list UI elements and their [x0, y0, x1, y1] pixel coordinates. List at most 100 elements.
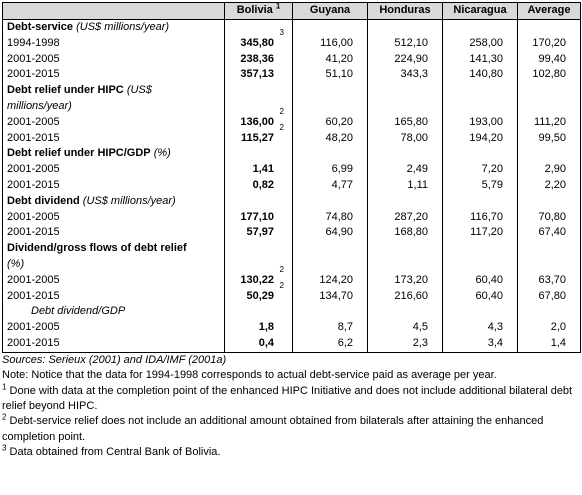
value: 70,80: [538, 210, 566, 223]
value: 50,29: [246, 289, 274, 302]
value-cell: 5,79: [442, 177, 518, 194]
value-cell: 99,40: [517, 51, 581, 68]
data-row: 2001-2015 57,97 64,90 168,80 117,20 67,40: [2, 225, 581, 242]
empty-cell: [442, 83, 518, 115]
value: 4,3: [487, 321, 503, 334]
period: 2001-2005: [2, 209, 225, 226]
data-row: 2001-2005 130,22 2 124,20 173,20 60,40 63,70: [2, 265, 581, 289]
note: Note: Notice that the data for 1994-1998…: [2, 369, 497, 382]
column-header: Nicaragua: [442, 2, 518, 20]
value: 0,82: [252, 178, 274, 191]
value-cell: 74,80: [292, 209, 368, 226]
period: 1994-1998: [2, 35, 225, 52]
section-label: Dividend/gross flows of debt relief (%): [2, 241, 225, 273]
period: 2001-2005: [2, 162, 225, 178]
section-row: Debt relief under HIPC/GDP (%): [2, 146, 581, 163]
value: 136,00: [240, 115, 274, 128]
section-unit: (%): [153, 147, 171, 160]
value-cell: 343,3: [367, 67, 443, 84]
value-cell: 111,20: [517, 114, 581, 131]
section-row: Debt dividend (US$ millions/year): [2, 193, 581, 210]
value-cell: 67,80: [517, 288, 581, 305]
section-label: Debt dividend (US$ millions/year): [2, 193, 225, 210]
period: 2001-2015: [2, 67, 225, 84]
empty-cell: [292, 193, 368, 210]
value: 1,41: [252, 163, 274, 176]
value: 238,36: [240, 52, 274, 65]
data-row: 2001-2015 0,4 6,2 2,3 3,4 1,4: [2, 335, 581, 353]
section-label-box: Debt relief under HIPC (US$ millions/yea…: [7, 83, 187, 115]
footnote-text: Debt-service relief does not include an …: [2, 415, 544, 443]
value-cell: 258,00: [442, 35, 518, 52]
value-cell: 170,20: [517, 35, 581, 52]
value: 78,00: [400, 131, 428, 144]
value: 6,2: [337, 336, 353, 349]
footnote-mark: 1: [275, 1, 281, 11]
column-header-text: Bolivia: [236, 4, 273, 16]
value-cell: 0,82: [224, 177, 293, 194]
section-label: Debt dividend/GDP: [2, 304, 225, 321]
value-cell: 2,0: [517, 320, 581, 336]
column-header: Honduras: [367, 2, 443, 20]
section-name: Debt relief under HIPC: [7, 84, 124, 97]
value-cell: 70,80: [517, 209, 581, 226]
column-header-text: Honduras: [379, 4, 431, 16]
empty-cell: [517, 83, 581, 115]
empty-cell: [442, 304, 518, 321]
empty-cell: [517, 19, 581, 36]
value: 8,7: [337, 321, 353, 334]
section-label: Debt relief under HIPC (US$ millions/yea…: [2, 83, 225, 115]
value: 2,3: [412, 336, 428, 349]
column-header: Bolivia 1: [224, 1, 293, 20]
value: 6,99: [331, 163, 353, 176]
value: 51,10: [325, 68, 353, 81]
value: 224,90: [394, 52, 428, 65]
value-cell: 60,40: [442, 272, 518, 289]
value: 67,80: [538, 289, 566, 302]
value-cell: 238,36: [224, 51, 293, 68]
empty-cell: [224, 241, 293, 273]
empty-cell: [292, 146, 368, 163]
value: 116,70: [470, 210, 503, 223]
empty-cell: [442, 19, 518, 36]
section-label-box: Debt-service (US$ millions/year): [7, 20, 187, 36]
empty-cell: [442, 241, 518, 273]
empty-cell: [224, 193, 293, 210]
page: Bolivia 1 Guyana Honduras Nicaragua Average …: [2, 1, 581, 461]
value: 3,4: [487, 336, 503, 349]
value-cell: 168,80: [367, 225, 443, 242]
empty-cell: [367, 241, 443, 273]
value-cell: 177,10: [224, 209, 293, 226]
value-cell: 7,20: [442, 162, 518, 178]
period: 2001-2015: [2, 225, 225, 242]
value: 115,27: [240, 131, 274, 144]
period: 2001-2015: [2, 130, 225, 147]
value-cell: 78,00: [367, 130, 443, 147]
footnote-text: Data obtained from Central Bank of Boliv…: [9, 446, 221, 459]
value: 60,40: [475, 289, 503, 302]
period: 2001-2005: [2, 272, 225, 289]
value: 64,90: [325, 226, 353, 239]
column-header: Average: [517, 2, 581, 20]
value: 216,60: [394, 289, 428, 302]
header-row: Bolivia 1 Guyana Honduras Nicaragua Average: [2, 1, 581, 20]
footnote: 1 Done with data at the completion point…: [2, 382, 580, 415]
value-cell: 60,20: [292, 114, 368, 131]
value-cell: 115,27 2: [224, 123, 293, 147]
value: 74,80: [325, 210, 353, 223]
section-unit: (US$ millions/year): [7, 84, 152, 112]
value: 165,80: [394, 115, 428, 128]
section-row: Debt relief under HIPC (US$ millions/yea…: [2, 83, 581, 115]
value-cell: 134,70: [292, 288, 368, 305]
empty-cell: [224, 83, 293, 115]
column-header-text: Nicaragua: [453, 4, 507, 16]
empty-cell: [442, 193, 518, 210]
value-cell: 1,41: [224, 162, 293, 178]
value: 2,49: [406, 163, 428, 176]
value: 124,20: [319, 273, 353, 286]
period: 2001-2005: [2, 51, 225, 68]
value-cell: 345,80 3: [224, 28, 293, 52]
section-label: Debt-service (US$ millions/year): [2, 19, 225, 36]
value: 1,11: [407, 178, 428, 191]
empty-cell: [367, 83, 443, 115]
